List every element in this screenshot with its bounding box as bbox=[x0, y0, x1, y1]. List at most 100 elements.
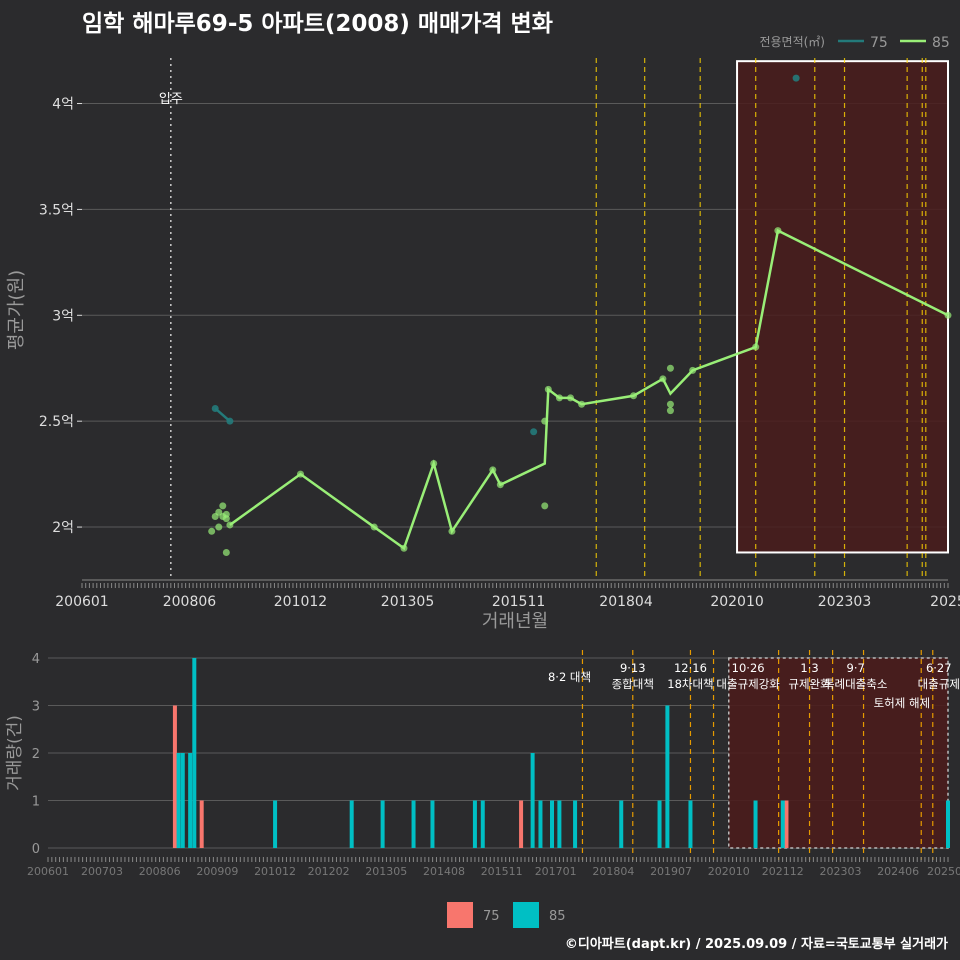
data-point-85 bbox=[489, 466, 497, 474]
x-tick-label: 201012 bbox=[254, 865, 296, 878]
bar-85 bbox=[657, 800, 662, 848]
top-policy-lines bbox=[595, 58, 927, 580]
data-point-85 bbox=[430, 460, 438, 468]
highlight-box bbox=[728, 657, 949, 849]
legend-swatch-75 bbox=[447, 902, 473, 928]
data-point-85 bbox=[659, 375, 667, 383]
data-point-85 bbox=[541, 502, 549, 510]
y-tick-label: 1 bbox=[32, 795, 40, 810]
legend-swatch-85 bbox=[513, 902, 539, 928]
bar-85 bbox=[946, 800, 950, 848]
x-tick-label: 202303 bbox=[818, 594, 871, 610]
y-tick-label: 4 bbox=[32, 652, 40, 667]
y-tick-label: 4억 bbox=[52, 97, 74, 113]
data-point-85 bbox=[666, 407, 674, 415]
data-point-85 bbox=[774, 227, 782, 235]
data-point-85 bbox=[689, 366, 697, 374]
top-highlight-region bbox=[736, 60, 949, 554]
bar-75 bbox=[199, 800, 204, 848]
x-tick-label: 200909 bbox=[196, 865, 238, 878]
top-series-points bbox=[208, 74, 952, 556]
bar-75 bbox=[519, 800, 524, 848]
data-point-85 bbox=[296, 470, 304, 478]
policy-label: 대출규제 bbox=[918, 677, 960, 691]
data-point-75 bbox=[792, 74, 800, 82]
bar-75 bbox=[784, 800, 789, 848]
policy-label: 18차대책 bbox=[667, 677, 713, 691]
bottom-policy-labels: 8·2 대책 9·13 종합대책 12·16 18차대책 10·26 대출규제강화 1·3 규제… bbox=[548, 661, 960, 710]
x-tick-label: 201305 bbox=[381, 594, 434, 610]
bar-85 bbox=[480, 800, 485, 848]
policy-label: 특례대출축소 bbox=[824, 677, 887, 691]
bar-85 bbox=[176, 753, 181, 848]
x-tick-label: 202406 bbox=[877, 865, 919, 878]
legend-label-75: 75 bbox=[483, 909, 500, 924]
legend-label-85: 85 bbox=[549, 909, 566, 924]
policy-label: 규제완화 bbox=[788, 677, 831, 691]
legend-label-85: 85 bbox=[932, 35, 950, 51]
bottom-axes: 0 1 2 3 4 200601 200703 200806 200909 201012 20120… bbox=[5, 652, 960, 878]
data-point-85 bbox=[544, 385, 552, 393]
data-point-85 bbox=[208, 527, 216, 535]
bar-85 bbox=[188, 753, 193, 848]
y-tick-label: 0 bbox=[32, 842, 40, 857]
x-axis-title: 거래년월 bbox=[482, 611, 548, 632]
policy-label: 6·27 bbox=[926, 661, 952, 675]
highlight-box bbox=[736, 60, 949, 554]
chart-title: 임학 해마루69-5 아파트(2008) 매매가격 변화 bbox=[82, 11, 553, 37]
data-point-85 bbox=[666, 364, 674, 372]
policy-label: 9·7 bbox=[847, 661, 865, 675]
data-point-85 bbox=[555, 394, 563, 402]
data-point-85 bbox=[578, 400, 586, 408]
top-legend: 전용면적(㎡) 75 85 bbox=[759, 35, 949, 51]
bottom-legend: 75 85 bbox=[447, 902, 566, 928]
x-tick-label: 201701 bbox=[535, 865, 577, 878]
legend-label-75: 75 bbox=[870, 35, 888, 51]
data-point-75 bbox=[226, 417, 234, 425]
bar-85 bbox=[472, 800, 477, 848]
y-tick-label: 2 bbox=[32, 747, 40, 762]
data-point-85 bbox=[496, 481, 504, 489]
data-point-85 bbox=[219, 502, 227, 510]
policy-label: 10·26 bbox=[732, 661, 765, 675]
x-tick-label: 200703 bbox=[81, 865, 123, 878]
x-tick-label: 201408 bbox=[423, 865, 465, 878]
x-tick-label: 201907 bbox=[650, 865, 692, 878]
policy-label: 토허제 해제 bbox=[874, 696, 931, 710]
y-tick-label: 2.5억 bbox=[39, 414, 74, 430]
x-tick-label: 200806 bbox=[139, 865, 181, 878]
move-in-label: 입주 bbox=[159, 92, 183, 107]
x-tick-label: 202010 bbox=[710, 594, 763, 610]
series-line-85 bbox=[229, 228, 949, 551]
bar-85 bbox=[573, 800, 578, 848]
x-tick-label: 200806 bbox=[163, 594, 217, 610]
data-point-85 bbox=[666, 400, 674, 408]
y-tick-label: 2억 bbox=[52, 520, 74, 536]
legend-title: 전용면적(㎡) bbox=[759, 35, 825, 49]
x-tick-label: 200601 bbox=[27, 865, 69, 878]
data-point-85 bbox=[215, 523, 223, 531]
x-tick-label: 201511 bbox=[481, 865, 523, 878]
x-tick-label: 201012 bbox=[274, 594, 327, 610]
bar-85 bbox=[619, 800, 624, 848]
policy-label: 8·2 대책 bbox=[548, 670, 591, 684]
data-point-85 bbox=[944, 311, 952, 319]
top-axes: 2억 2.5억 3억 3.5억 4억 200601 200806 201012 201305 20… bbox=[6, 97, 960, 632]
data-point-85 bbox=[222, 548, 230, 556]
bottom-highlight-region bbox=[728, 657, 949, 849]
policy-label: 종합대책 bbox=[612, 677, 654, 691]
y-axis-title: 평균가(원) bbox=[6, 270, 27, 350]
data-point-85 bbox=[400, 544, 408, 552]
bar-85 bbox=[430, 800, 435, 848]
x-tick-label: 202509 bbox=[927, 865, 960, 878]
bar-85 bbox=[665, 705, 670, 848]
y-tick-label: 3억 bbox=[52, 308, 74, 324]
data-point-85 bbox=[752, 343, 760, 351]
bar-85 bbox=[550, 800, 554, 848]
bar-85 bbox=[780, 800, 785, 848]
y-tick-label: 3.5억 bbox=[39, 202, 74, 218]
x-tick-label: 201804 bbox=[599, 594, 653, 610]
x-tick-label: 200601 bbox=[55, 594, 108, 610]
